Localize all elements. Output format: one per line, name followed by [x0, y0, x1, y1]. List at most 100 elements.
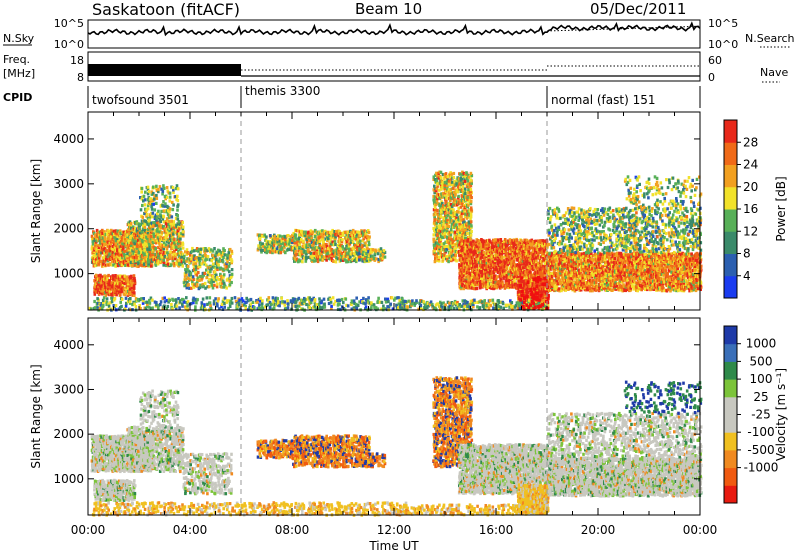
- power-cell: [484, 274, 488, 278]
- power-cell: [383, 307, 387, 311]
- power-cell: [449, 175, 453, 179]
- power-cell: [483, 265, 487, 269]
- power-cell: [118, 277, 122, 281]
- power-cell: [327, 301, 331, 306]
- power-cell: [202, 273, 205, 277]
- power-cell: [208, 277, 211, 282]
- power-cell: [465, 171, 468, 175]
- power-cell: [144, 190, 147, 194]
- power-cell: [353, 244, 357, 248]
- power-cell: [265, 235, 268, 239]
- power-cell: [102, 244, 106, 248]
- power-cell: [469, 206, 473, 210]
- power-cell: [145, 235, 148, 239]
- power-cell: [148, 305, 151, 309]
- power-cell: [165, 246, 169, 250]
- power-cell: [462, 211, 466, 216]
- power-cell: [497, 240, 500, 244]
- power-cell: [94, 256, 97, 260]
- power-cell: [457, 210, 461, 214]
- power-cell: [208, 250, 212, 254]
- power-cell: [131, 255, 135, 259]
- power-cell: [272, 239, 275, 243]
- power-cell: [147, 221, 151, 225]
- power-cell: [438, 231, 441, 235]
- power-cell: [362, 232, 366, 236]
- power-cell: [90, 247, 94, 251]
- power-cell: [470, 173, 474, 178]
- nave-tick-bottom: 0: [708, 71, 715, 84]
- power-cell: [116, 232, 119, 236]
- power-cell: [132, 274, 136, 278]
- power-cell: [129, 241, 133, 245]
- power-cell: [439, 225, 443, 229]
- power-cell: [343, 258, 347, 262]
- power-cell: [128, 244, 132, 248]
- power-cell: [149, 250, 153, 254]
- power-cell: [109, 301, 112, 305]
- power-cell: [94, 273, 98, 277]
- power-cell: [142, 251, 145, 255]
- power-cell: [217, 278, 221, 282]
- power-cell: [273, 247, 277, 251]
- power-cell: [154, 231, 158, 235]
- power-cell: [128, 248, 131, 252]
- power-cell: [138, 226, 141, 230]
- power-cell: [217, 252, 221, 256]
- power-cell: [351, 258, 354, 262]
- power-cell: [460, 258, 463, 263]
- power-cell: [449, 189, 453, 193]
- power-cell: [111, 231, 115, 235]
- power-cell: [141, 203, 144, 208]
- power-cell: [196, 298, 199, 302]
- power-cell: [334, 237, 337, 241]
- power-cell: [96, 282, 100, 286]
- power-cell: [195, 256, 198, 260]
- beam-title: Beam 10: [355, 0, 423, 18]
- power-cell: [493, 260, 497, 264]
- power-cell: [381, 254, 385, 258]
- power-cell: [472, 239, 475, 243]
- power-cell: [340, 251, 344, 256]
- power-cell: [283, 300, 287, 304]
- power-cell: [152, 185, 155, 189]
- power-cell: [305, 231, 308, 235]
- power-cell: [117, 255, 120, 259]
- power-cell: [469, 242, 473, 246]
- power-cell: [276, 297, 279, 301]
- power-cell: [116, 278, 120, 282]
- power-cell: [110, 296, 113, 300]
- power-cell: [498, 251, 502, 255]
- power-cell: [99, 278, 102, 282]
- power-cell: [371, 248, 375, 252]
- date-title: 05/Dec/2011: [590, 0, 687, 18]
- power-cell: [142, 194, 146, 198]
- power-cell: [204, 286, 207, 290]
- nsky-label: N.Sky: [3, 32, 35, 45]
- power-cell: [437, 255, 441, 259]
- power-cell: [321, 249, 324, 254]
- power-cell: [183, 300, 186, 304]
- power-cell: [319, 257, 323, 261]
- power-cell: [214, 267, 217, 271]
- power-cell: [468, 227, 472, 231]
- power-cell: [438, 219, 441, 223]
- power-cell: [100, 287, 103, 291]
- power-cell: [178, 299, 182, 303]
- power-cell: [128, 287, 132, 291]
- power-cell: [389, 302, 392, 306]
- power-cell: [155, 238, 159, 242]
- power-cell: [472, 274, 476, 278]
- power-cell: [223, 263, 227, 267]
- power-cell: [492, 241, 496, 245]
- power-cell: [287, 237, 290, 242]
- power-cell: [106, 249, 110, 253]
- power-cell: [92, 254, 96, 258]
- power-cell: [449, 202, 453, 207]
- power-cell: [174, 257, 177, 261]
- power-cell: [373, 257, 376, 261]
- power-cell: [375, 257, 378, 261]
- power-cell: [311, 256, 314, 260]
- power-cell: [149, 296, 153, 300]
- power-cell: [505, 251, 508, 255]
